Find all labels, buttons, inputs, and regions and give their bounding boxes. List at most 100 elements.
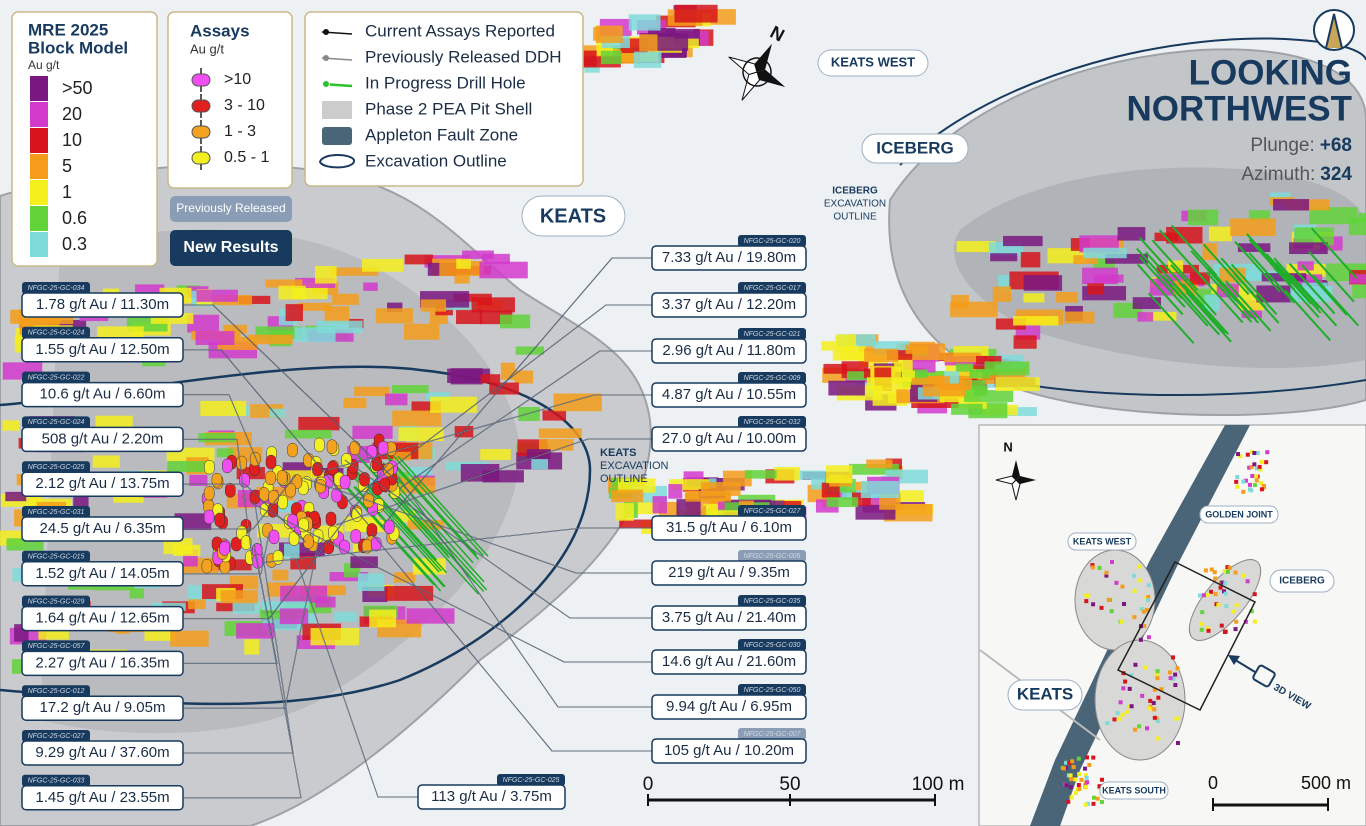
inset-block [1061,766,1066,771]
leader-halo [336,438,652,526]
leader-halo [183,349,370,526]
block [189,474,208,486]
inset-block [1159,687,1164,692]
hole-id: NFGC-25-GC-024 [28,419,85,426]
block [683,471,704,481]
hole-id: NFGC-25-GC-025 [28,464,85,471]
inset-block [1074,790,1079,795]
label-pill [861,133,969,164]
in-progress-hole [1179,282,1226,334]
callout-result: 1.78 g/t Au / 11.30m [36,296,169,313]
inset-block [1223,581,1228,586]
button-label[interactable]: Previously Released [176,201,285,215]
inset-block [1145,726,1150,731]
block [2,420,20,431]
leader-halo [252,503,652,663]
inset-compass: N [995,439,1036,501]
inset-block [1262,483,1267,488]
block [930,376,950,385]
leader-halo [183,462,389,619]
callout-result: 9.29 g/t Au / 37.60m [35,744,169,761]
new-results-button[interactable] [170,230,292,266]
assay-marker [272,550,284,565]
inset-block [1083,766,1088,771]
legend-items: >10 3 - 10 1 - 3 0.5 - 1 [191,68,269,170]
site-label: KEATS [540,205,606,227]
inset-block [1137,564,1142,569]
inset-block [1156,695,1161,700]
assay-marker [350,529,362,544]
block [611,489,644,503]
block [515,346,545,355]
legend-label: Phase 2 PEA Pit Shell [365,99,532,118]
assay-marker [303,534,314,549]
azimuth: Azimuth: 324 [1241,164,1352,185]
assay-marker [276,470,288,485]
inset-block [1254,466,1259,471]
leader-halo [398,476,652,708]
assay-marker [326,439,338,454]
inset-block [1064,760,1069,765]
inset-block [1091,795,1096,800]
outline-label: ICEBERG [832,186,878,197]
inset-block [1213,576,1218,581]
inset-block [1252,451,1257,456]
inset-block [1141,609,1146,614]
callout-result: 14.6 g/t Au / 21.60m [662,653,796,670]
legend-label: 3 - 10 [224,97,265,114]
block [269,408,285,418]
hole-id: NFGC-25-GC-024 [28,330,85,337]
in-progress-hole [1220,257,1267,309]
block [297,302,332,311]
block [278,285,306,300]
assay-marker [268,489,279,505]
inset-block [1222,630,1227,635]
inset-block [1110,560,1115,565]
callout-result: 1.52 g/t Au / 14.05m [35,565,169,582]
leader-halo [262,527,652,563]
block [617,478,656,493]
block [956,240,996,253]
in-progress-hole [1185,291,1232,343]
inset-block [1236,452,1241,457]
hole-id: NFGC-25-GC-029 [28,598,85,605]
block [394,572,416,583]
inset-block [1121,601,1126,606]
button-label[interactable]: New Results [183,239,278,256]
inset-block [1095,796,1100,801]
in-progress-hole [1190,250,1237,302]
in-progress-hole [1212,272,1260,324]
block [676,499,701,517]
block [990,253,1018,262]
callout-box [417,784,566,810]
previously-released-button[interactable] [170,196,292,222]
hole-id-tab [22,640,90,653]
block [1273,199,1310,211]
block [1073,255,1098,264]
hole-id-tab [738,639,806,651]
legend-swatch [191,99,211,113]
inset-block [1069,777,1074,782]
inset-block [1250,473,1255,478]
view-arrow [1228,655,1276,688]
block [129,588,144,599]
block [1093,258,1115,270]
block [482,253,510,264]
callout-box [651,738,807,764]
inset-block [1112,717,1117,722]
block [375,308,413,324]
block [460,464,500,482]
block [385,393,408,406]
block [5,491,27,502]
block [238,295,271,304]
block [462,250,494,260]
inset-block [1146,595,1151,600]
legend-swatch [191,73,211,87]
block [350,556,378,569]
block [150,313,194,324]
legend-items: >50 20 10 5 1 0.6 0.3 [30,76,93,257]
inset-label: ICEBERG [1279,576,1325,587]
block [426,392,450,401]
inset-block [1148,698,1153,703]
block [1237,243,1271,252]
